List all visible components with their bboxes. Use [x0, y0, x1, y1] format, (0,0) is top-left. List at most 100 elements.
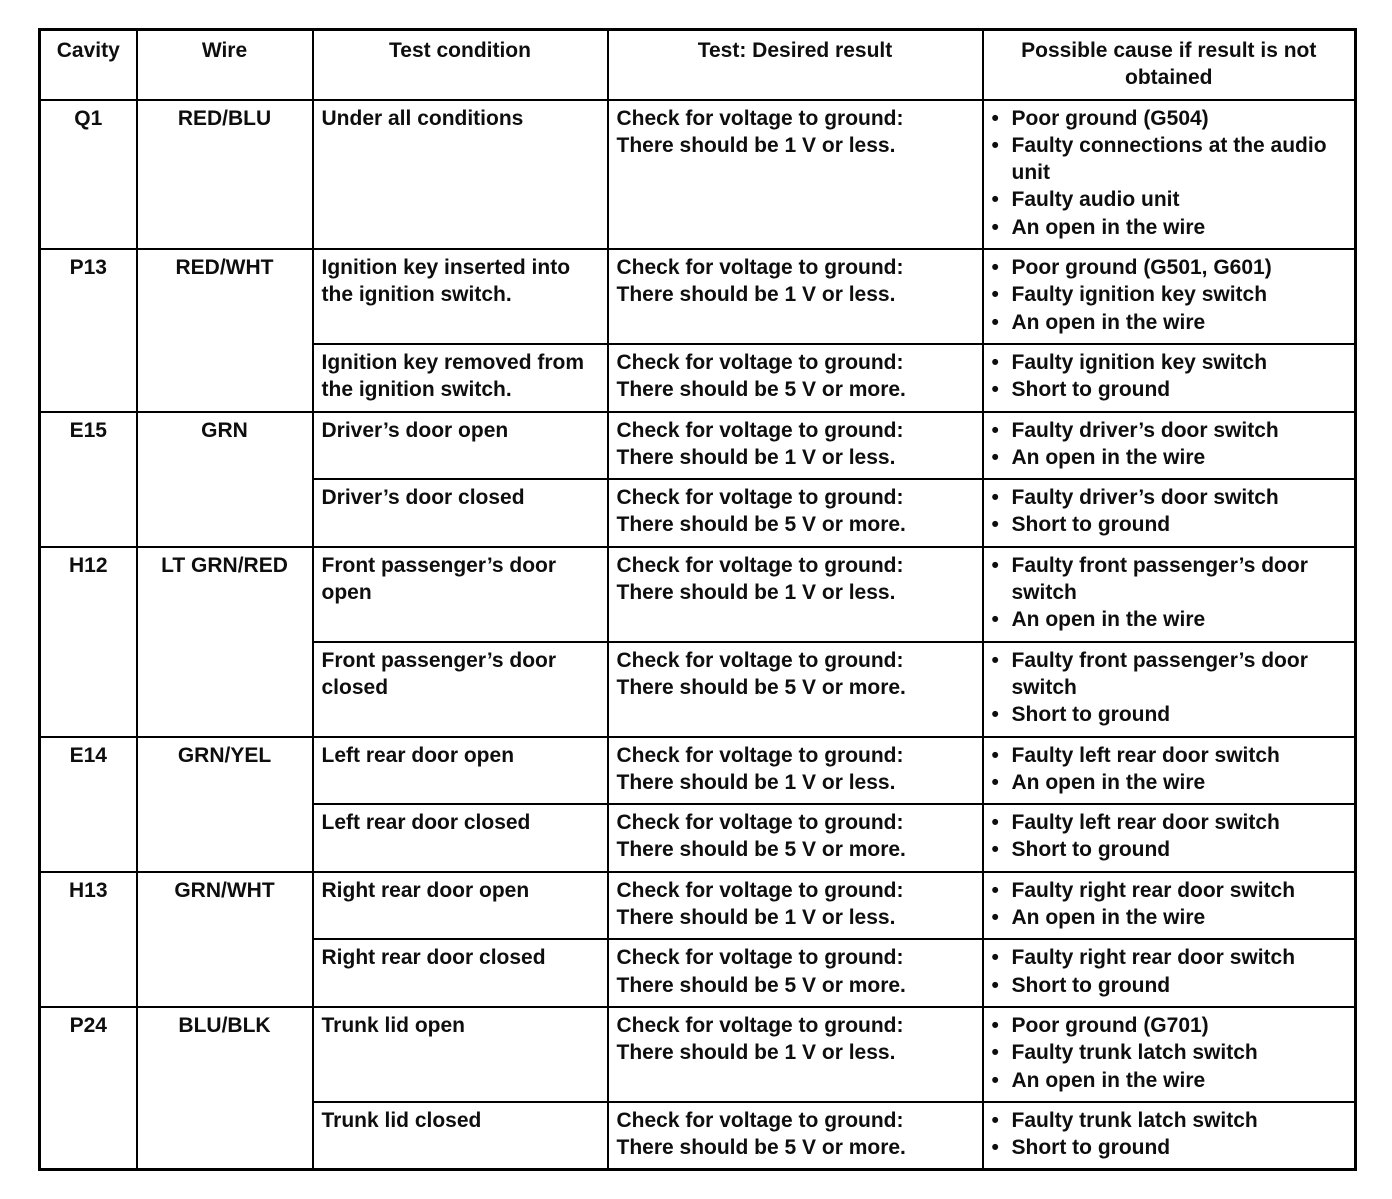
desired-result-cell: Check for voltage to ground: There shoul…: [606, 410, 984, 481]
bullet-icon: •: [991, 350, 999, 374]
bullet-icon: •: [991, 513, 999, 537]
desired-result-cell: Check for voltage to ground: There shoul…: [606, 342, 984, 413]
bullet-icon: •: [991, 486, 999, 510]
desired-result-cell: Check for voltage to ground: There shoul…: [606, 478, 984, 548]
bullet-icon: •: [991, 946, 999, 970]
bullet-icon: •: [991, 1013, 999, 1037]
cause-text: Short to ground: [1011, 838, 1171, 862]
cause-text: An open in the wire: [1011, 1068, 1206, 1092]
test-condition-cell: Right rear door open: [311, 870, 609, 941]
cause-item: • Short to ground: [992, 836, 1347, 863]
column-header: Wire: [135, 28, 314, 101]
cause-item: • Faulty audio unit: [992, 186, 1347, 213]
bullet-icon: •: [991, 378, 999, 402]
wire-cell: RED/WHT: [135, 248, 314, 413]
bullet-icon: •: [991, 445, 999, 469]
table-row: Ignition key removed from the ignition s…: [40, 342, 1357, 413]
cause-text: An open in the wire: [1011, 608, 1206, 632]
cause-item: • Faulty ignition key switch: [992, 349, 1347, 376]
cause-item: • Short to ground: [992, 376, 1347, 403]
cause-text: Faulty audio unit: [1011, 188, 1180, 212]
cause-text: Short to ground: [1011, 513, 1171, 537]
bullet-icon: •: [991, 703, 999, 727]
table-row: Driver’s door closed Check for voltage to…: [40, 478, 1357, 548]
cause-item: • An open in the wire: [992, 214, 1347, 241]
bullet-icon: •: [991, 106, 999, 130]
cause-text: An open in the wire: [1011, 906, 1206, 930]
table-row: E14 GRN/YEL Left rear door open Check for v…: [38, 735, 1357, 873]
possible-cause-cell: • Poor ground (G501, G601) • Faulty ignitio…: [981, 248, 1357, 345]
bullet-icon: •: [991, 256, 999, 280]
desired-result-cell: Check for voltage to ground: There shoul…: [606, 545, 984, 643]
cause-item: • Poor ground (G504): [992, 105, 1347, 132]
cause-item: • An open in the wire: [992, 444, 1347, 471]
bullet-icon: •: [991, 878, 999, 902]
wire-cell: LT GRN/RED: [135, 545, 314, 738]
possible-cause-cell: • Faulty ignition key switch • Short to gro…: [981, 342, 1357, 413]
cause-text: Short to ground: [1011, 1136, 1171, 1160]
bullet-icon: •: [991, 770, 999, 794]
cause-text: Faulty connections at the audio unit: [1011, 133, 1327, 185]
possible-cause-cell: • Faulty driver’s door switch • Short to gr…: [981, 478, 1357, 548]
cause-item: • An open in the wire: [992, 904, 1347, 931]
wire-cell: GRN: [135, 410, 314, 548]
cavity-cell: H13: [38, 870, 138, 1008]
test-condition-cell: Left rear door closed: [311, 803, 609, 873]
bullet-icon: •: [991, 133, 999, 157]
bullet-icon: •: [991, 188, 999, 212]
cause-item: • Faulty front passenger’s door switch: [992, 552, 1347, 607]
cause-text: Poor ground (G504): [1011, 106, 1209, 130]
desired-result-cell: Check for voltage to ground: There shoul…: [606, 98, 984, 251]
cause-item: • Poor ground (G501, G601): [992, 254, 1347, 281]
test-condition-cell: Ignition key removed from the ignition s…: [311, 342, 609, 413]
cause-item: • Faulty front passenger’s door switch: [992, 647, 1347, 702]
possible-cause-cell: • Faulty left rear door switch • Short to g…: [981, 803, 1357, 873]
bullet-icon: •: [991, 283, 999, 307]
desired-result-cell: Check for voltage to ground: There shoul…: [606, 803, 984, 873]
cause-item: • An open in the wire: [992, 606, 1347, 633]
cause-text: Short to ground: [1011, 378, 1171, 402]
cause-text: An open in the wire: [1011, 770, 1206, 794]
header-row: Cavity Wire Test condition Test: Desired re…: [38, 28, 1357, 101]
desired-result-cell: Check for voltage to ground: There shoul…: [606, 248, 984, 345]
cause-text: Faulty trunk latch switch: [1011, 1041, 1258, 1065]
desired-result-cell: Check for voltage to ground: There shoul…: [606, 1100, 984, 1171]
cause-text: Poor ground (G701): [1011, 1013, 1209, 1037]
cause-item: • Short to ground: [992, 1134, 1347, 1161]
desired-result-cell: Check for voltage to ground: There shoul…: [606, 640, 984, 738]
cause-item: • Faulty left rear door switch: [992, 742, 1347, 769]
cause-item: • An open in the wire: [992, 1067, 1347, 1094]
test-condition-cell: Under all conditions: [311, 98, 609, 251]
cause-item: • Faulty left rear door switch: [992, 809, 1347, 836]
test-condition-cell: Trunk lid open: [311, 1005, 609, 1103]
bullet-icon: •: [991, 553, 999, 577]
cavity-cell: E15: [38, 410, 138, 548]
cause-item: • Faulty driver’s door switch: [992, 417, 1347, 444]
possible-cause-cell: • Faulty trunk latch switch • Short to grou…: [981, 1100, 1357, 1171]
possible-cause-cell: • Faulty driver’s door switch • An open in …: [981, 410, 1357, 481]
cause-item: • Faulty right rear door switch: [992, 944, 1347, 971]
table-row: Front passenger’s door closed Check for v…: [40, 640, 1357, 738]
test-condition-cell: Driver’s door closed: [311, 478, 609, 548]
cause-item: • Short to ground: [992, 701, 1347, 728]
bullet-icon: •: [991, 973, 999, 997]
cause-item: • Faulty trunk latch switch: [992, 1107, 1347, 1134]
possible-cause-cell: • Faulty right rear door switch • An open i…: [981, 870, 1357, 941]
table-row: P13 RED/WHT Ignition key inserted into the…: [38, 248, 1357, 413]
wire-cell: BLU/BLK: [135, 1005, 314, 1171]
cause-text: Faulty left rear door switch: [1011, 811, 1280, 835]
test-condition-cell: Front passenger’s door open: [311, 545, 609, 643]
column-header: Cavity: [38, 28, 138, 101]
test-condition-cell: Right rear door closed: [311, 938, 609, 1008]
cause-text: Faulty trunk latch switch: [1011, 1108, 1258, 1132]
wire-cell: RED/BLU: [135, 98, 314, 251]
cause-text: Faulty driver’s door switch: [1011, 486, 1279, 510]
cause-item: • An open in the wire: [992, 769, 1347, 796]
cause-text: Faulty left rear door switch: [1011, 743, 1280, 767]
column-header: Test condition: [311, 28, 609, 101]
cause-item: • Faulty trunk latch switch: [992, 1039, 1347, 1066]
cavity-cell: Q1: [38, 98, 138, 251]
troubleshooting-table: Cavity Wire Test condition Test: Desired re…: [38, 28, 1357, 1172]
cavity-cell: P13: [38, 248, 138, 413]
